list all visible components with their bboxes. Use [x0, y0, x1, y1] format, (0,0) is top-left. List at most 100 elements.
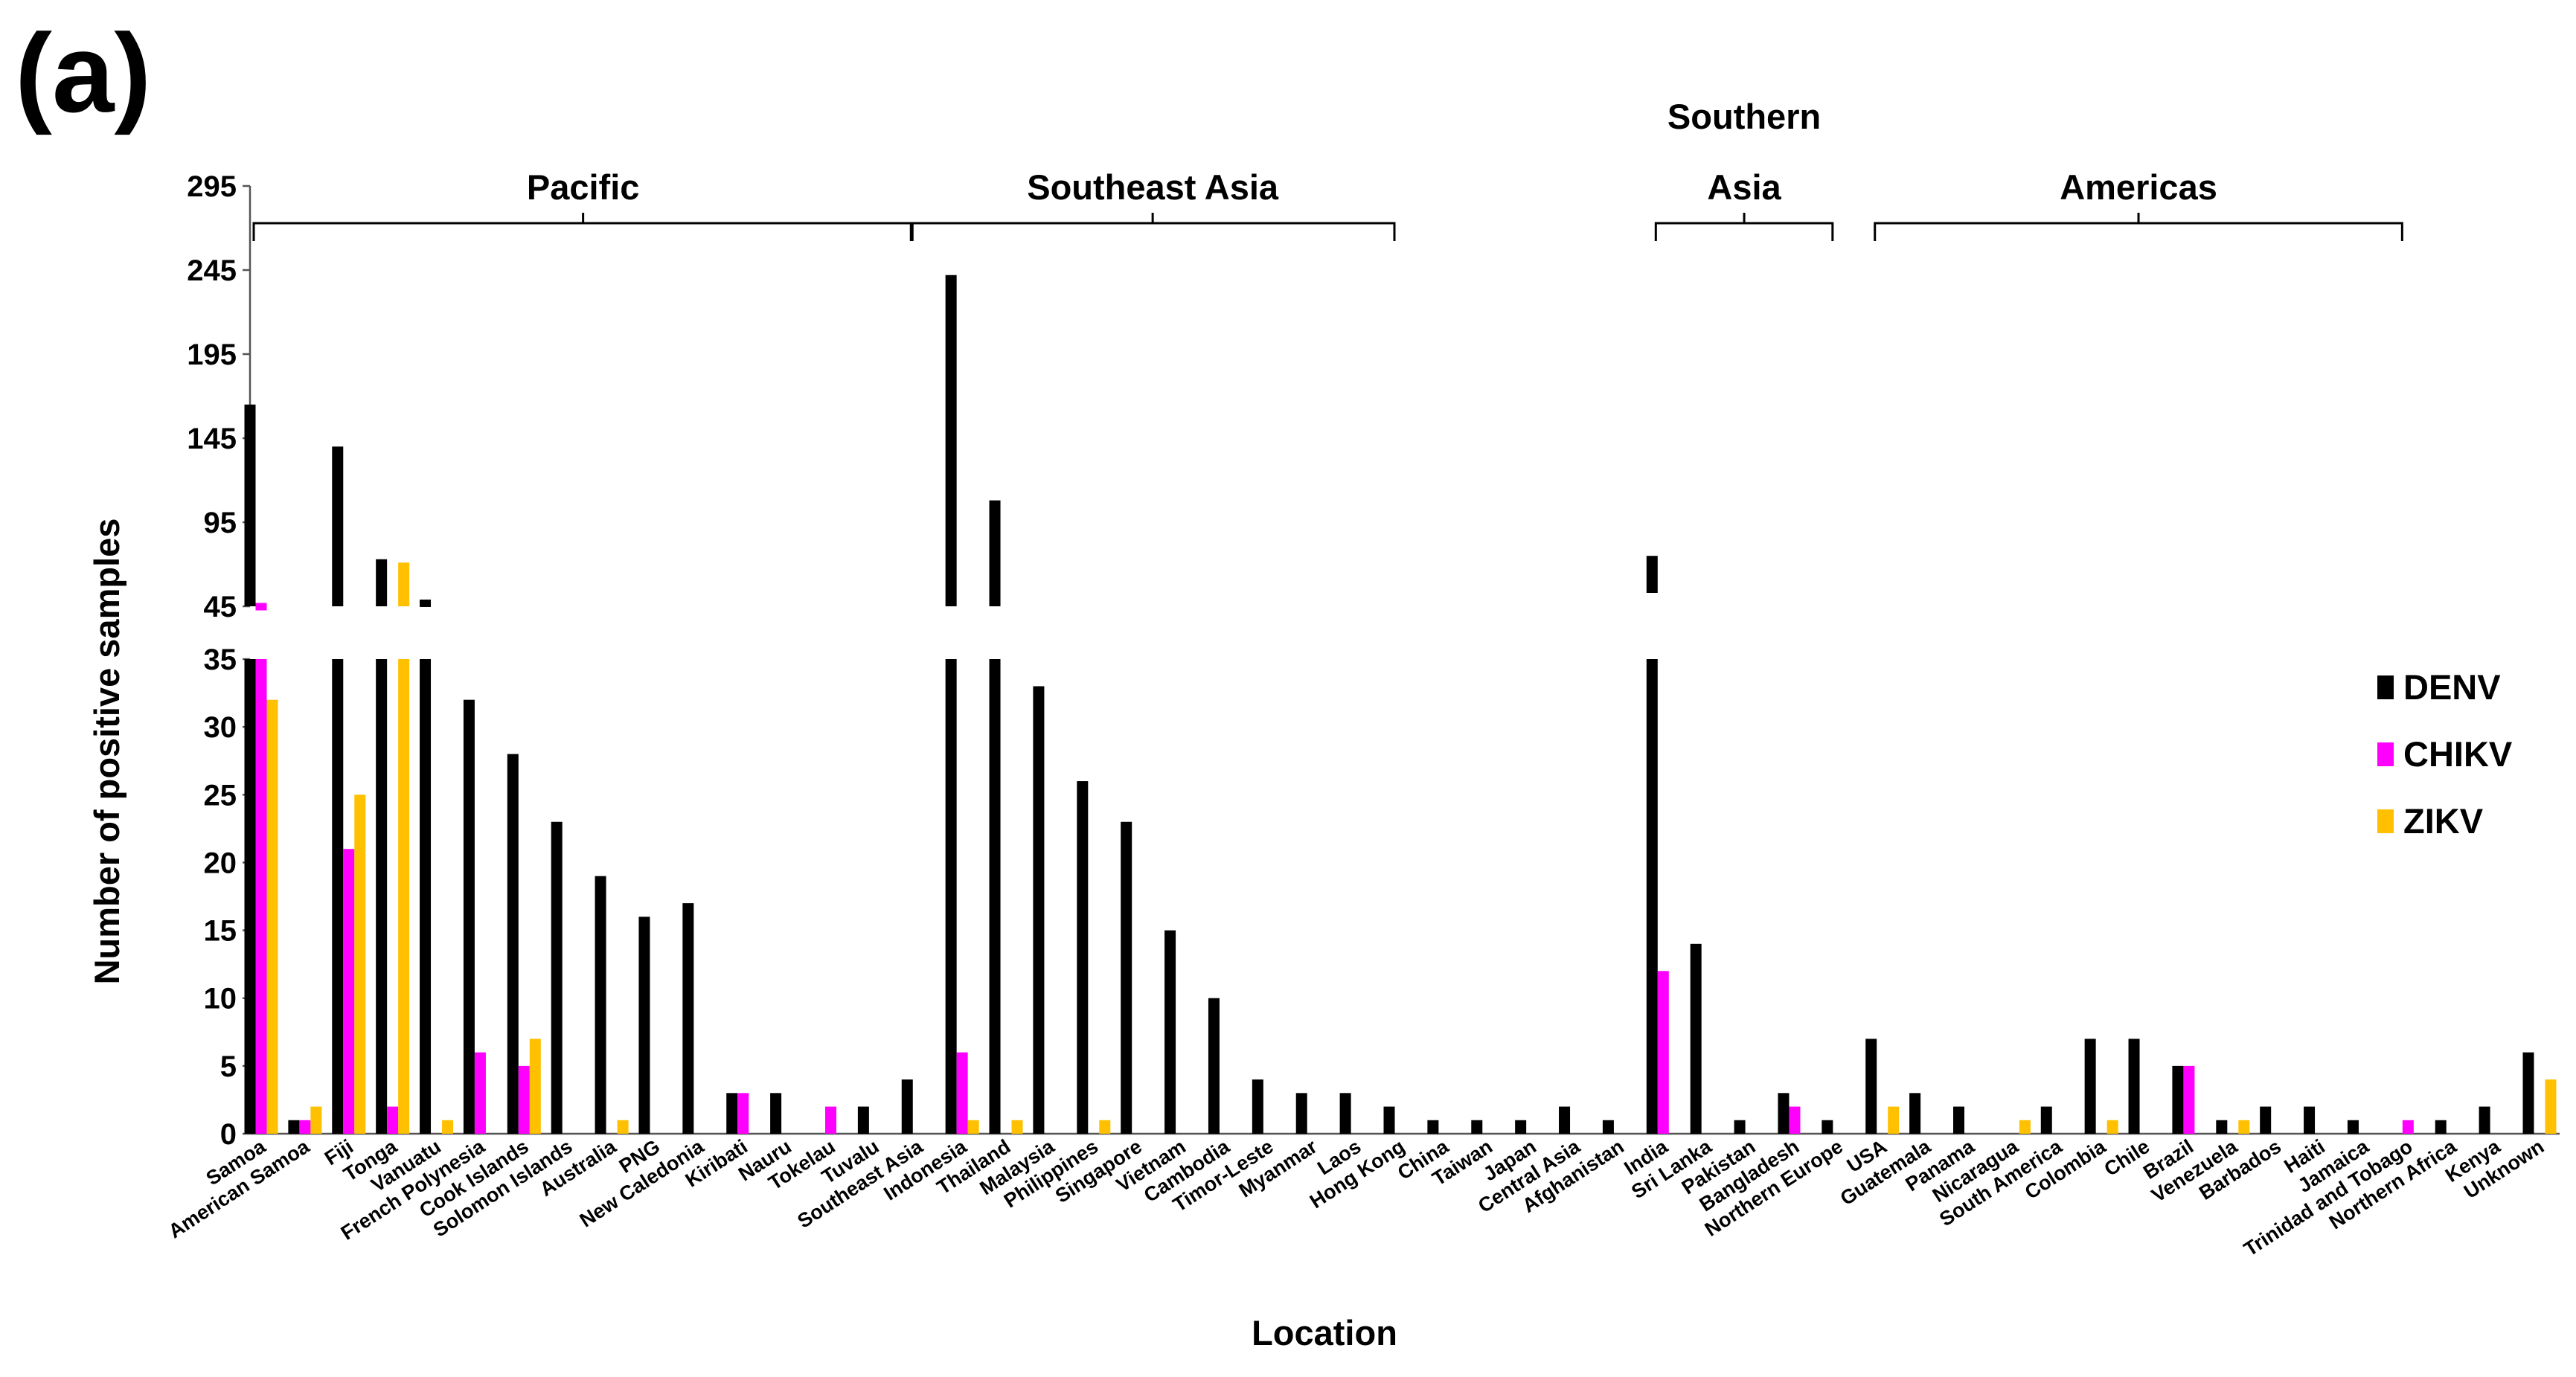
region-label: Americas — [2060, 167, 2217, 207]
legend-label: ZIKV — [2403, 801, 2484, 841]
bar-denv — [2479, 1106, 2490, 1134]
bar-denv — [1208, 998, 1220, 1134]
y-tick-label: 15 — [204, 915, 237, 948]
bar-denv — [1427, 1120, 1439, 1134]
bar-denv — [2522, 1052, 2534, 1134]
y-tick-label: 25 — [204, 779, 237, 812]
bar-denv — [901, 1079, 913, 1134]
bar-denv — [1339, 1093, 1351, 1134]
bar-zikv — [1099, 1120, 1111, 1134]
bar-denv — [1778, 1093, 1790, 1134]
bar-chikv-upper — [255, 603, 267, 611]
region-label: Asia — [1707, 167, 1781, 207]
region-bracket — [252, 213, 914, 241]
bar-denv — [945, 659, 957, 1134]
bar-denv-upper — [332, 446, 344, 606]
bar-zikv — [617, 1120, 629, 1134]
y-tick-label: 5 — [220, 1050, 237, 1083]
legend: DENV CHIKV ZIKV — [2377, 667, 2513, 841]
bar-denv — [1602, 1120, 1614, 1134]
bar-chikv — [387, 1106, 399, 1134]
bar-zikv — [354, 795, 366, 1134]
bar-denv — [332, 659, 344, 1134]
bar-zikv — [967, 1120, 979, 1134]
bar-denv — [2084, 1039, 2096, 1134]
y-tick-label: 195 — [187, 338, 237, 371]
bar-denv — [2435, 1120, 2447, 1134]
bar-zikv — [2545, 1079, 2557, 1134]
bar-zikv — [310, 1106, 322, 1134]
bar-denv — [2347, 1120, 2359, 1134]
bar-denv — [726, 1093, 738, 1134]
bar-zikv — [2106, 1120, 2118, 1134]
bar-chikv — [474, 1052, 486, 1134]
bar-denv — [244, 659, 256, 1134]
bar-chikv — [956, 1052, 968, 1134]
y-axis-title: Number of positive samples — [87, 519, 126, 985]
bar-chikv — [737, 1093, 749, 1134]
bar-denv — [595, 876, 606, 1134]
y-tick-label: 20 — [204, 847, 237, 879]
bar-denv — [1121, 821, 1132, 1134]
region-bracket — [1654, 213, 1834, 241]
y-tick-label: 30 — [204, 711, 237, 744]
bar-chikv — [255, 659, 267, 1134]
bar-denv — [551, 821, 563, 1134]
y-tick-label: 95 — [204, 507, 237, 539]
bar-denv — [2216, 1120, 2228, 1134]
bar-denv — [2128, 1039, 2140, 1134]
bar-chikv — [343, 849, 355, 1134]
bar-denv — [1295, 1093, 1307, 1134]
y-tick-label: 245 — [187, 254, 237, 287]
bar-denv — [507, 754, 519, 1134]
bar-denv — [463, 699, 475, 1134]
region-bracket — [1874, 213, 2403, 241]
bar-denv — [1471, 1120, 1483, 1134]
bar-zikv — [398, 659, 410, 1134]
bar-denv — [2304, 1106, 2316, 1134]
bar-denv — [1383, 1106, 1395, 1134]
bar-denv — [1164, 930, 1176, 1134]
bar-zikv-upper — [398, 562, 410, 606]
bar-denv — [1734, 1120, 1746, 1134]
y-tick-label: 145 — [187, 423, 237, 455]
bar-chikv — [2402, 1120, 2414, 1134]
bar-denv — [376, 659, 388, 1134]
bar-denv — [770, 1093, 782, 1134]
bar-denv — [1515, 1120, 1527, 1134]
bar-chikv — [518, 1065, 530, 1134]
bar-denv — [2172, 1065, 2184, 1134]
y-tick-label: 295 — [187, 170, 237, 203]
y-axis: 0 5 10 15 20 25 30 35 45 95 145 195 245 295 — [187, 170, 2560, 1151]
x-axis-title: Location — [1252, 1313, 1397, 1352]
bar-zikv — [442, 1120, 454, 1134]
bar-zikv — [266, 699, 278, 1134]
y-tick-label: 0 — [220, 1118, 237, 1151]
region-label: Southeast Asia — [1027, 167, 1279, 207]
bar-denv — [1559, 1106, 1571, 1134]
legend-swatch-zikv — [2377, 809, 2394, 833]
bar-denv — [1690, 943, 1702, 1134]
y-tick-label: 10 — [204, 983, 237, 1015]
panel-label: (a) — [15, 10, 151, 135]
bar-chikv — [299, 1120, 311, 1134]
bar-chikv — [825, 1106, 836, 1134]
bars-group — [244, 275, 2557, 1134]
bar-zikv — [1888, 1106, 1900, 1134]
bar-denv — [1953, 1106, 1964, 1134]
legend-label: DENV — [2403, 667, 2501, 707]
legend-label: CHIKV — [2403, 734, 2513, 774]
bar-denv-upper — [945, 275, 957, 606]
bar-denv — [1865, 1039, 1877, 1134]
bar-denv-upper — [376, 559, 388, 606]
bar-denv — [420, 659, 432, 1134]
bar-denv — [1252, 1079, 1263, 1134]
bar-denv — [1646, 659, 1658, 1134]
region-label: Southern — [1667, 97, 1821, 136]
bar-denv-upper — [1646, 556, 1658, 593]
bar-chikv — [1657, 971, 1669, 1134]
bar-chikv — [2183, 1065, 2195, 1134]
bar-zikv — [1011, 1120, 1023, 1134]
